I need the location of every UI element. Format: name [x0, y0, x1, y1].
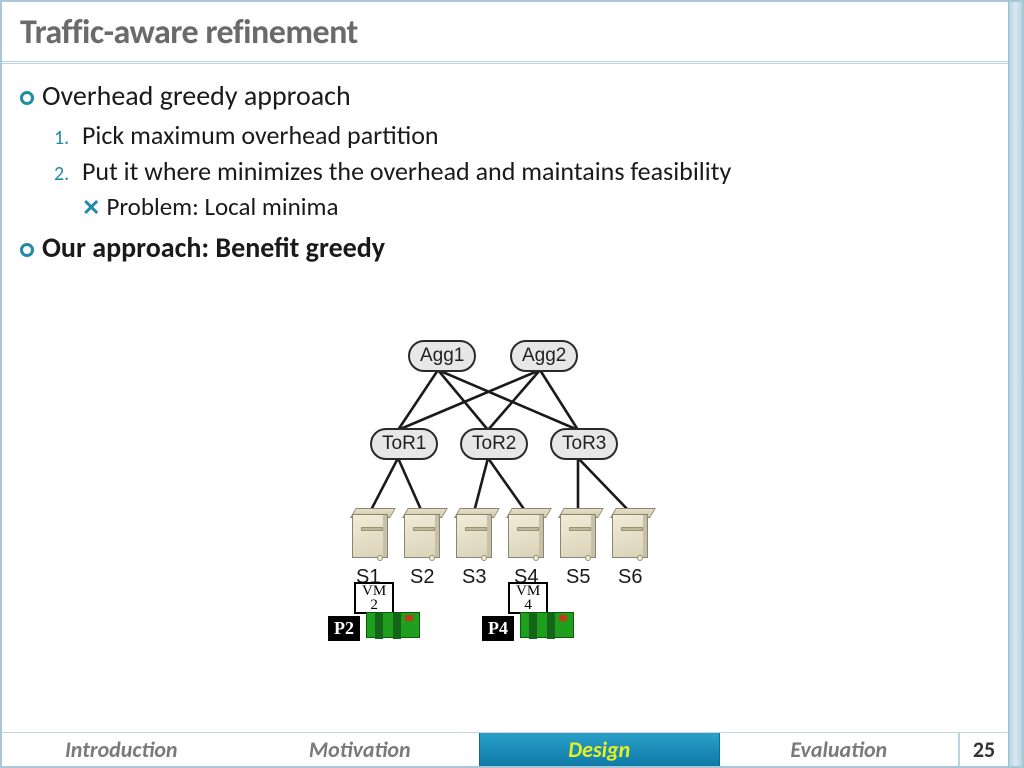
num-1-text: Pick maximum overhead partition [82, 119, 439, 151]
right-accent-strip [1008, 2, 1022, 766]
green-box-1 [520, 612, 574, 638]
server-s1 [350, 508, 390, 560]
vm-box-0: VM2 [354, 582, 394, 614]
num-item-2: 2. Put it where minimizes the overhead a… [54, 155, 980, 187]
slide: Traffic-aware refinement Overhead greedy… [0, 0, 1024, 768]
agg-node-agg1: Agg1 [408, 340, 476, 372]
page-number: 25 [958, 733, 1008, 766]
bullet-icon [20, 243, 34, 257]
num-1: 1. [54, 126, 74, 150]
server-s2 [402, 508, 442, 560]
cross-text: Problem: Local minima [106, 191, 338, 222]
tor-node-tor1: ToR1 [370, 428, 438, 460]
tor-node-tor3: ToR3 [550, 428, 618, 460]
server-s5 [558, 508, 598, 560]
tab-design[interactable]: Design [479, 733, 720, 766]
tab-motivation[interactable]: Motivation [241, 733, 480, 766]
server-s4 [506, 508, 546, 560]
tab-evaluation[interactable]: Evaluation [720, 733, 959, 766]
cross-icon: ✕ [82, 194, 100, 221]
slide-title: Traffic-aware refinement [20, 12, 990, 53]
tor-node-tor2: ToR2 [460, 428, 528, 460]
vm-box-1: VM4 [508, 582, 548, 614]
server-label-s5: S5 [566, 566, 590, 589]
bullet-1: Overhead greedy approach [20, 78, 980, 113]
bullet-2-text: Our approach: Benefit greedy [42, 230, 385, 265]
tab-introduction[interactable]: Introduction [2, 733, 241, 766]
bullet-2: Our approach: Benefit greedy [20, 230, 980, 265]
num-2: 2. [54, 162, 74, 186]
num-2-text: Put it where minimizes the overhead and … [82, 155, 731, 187]
server-s3 [454, 508, 494, 560]
num-item-1: 1. Pick maximum overhead partition [54, 119, 980, 151]
footer-tabs: Introduction Motivation Design Evaluatio… [2, 732, 1008, 766]
server-label-s6: S6 [618, 566, 642, 589]
title-bar: Traffic-aware refinement [2, 2, 1008, 64]
server-s6 [610, 508, 650, 560]
p-label-0: P2 [328, 616, 360, 641]
bullet-icon [20, 91, 34, 105]
cross-item: ✕ Problem: Local minima [82, 191, 980, 222]
slide-body: Overhead greedy approach 1. Pick maximum… [2, 64, 1008, 265]
server-label-s2: S2 [410, 566, 434, 589]
server-label-s3: S3 [462, 566, 486, 589]
network-diagram: Agg1Agg2ToR1ToR2ToR3S1S2S3S4S5S6VM2VM4P2… [332, 340, 732, 680]
p-label-1: P4 [482, 616, 514, 641]
bullet-1-text: Overhead greedy approach [42, 78, 351, 113]
agg-node-agg2: Agg2 [510, 340, 578, 372]
green-box-0 [366, 612, 420, 638]
